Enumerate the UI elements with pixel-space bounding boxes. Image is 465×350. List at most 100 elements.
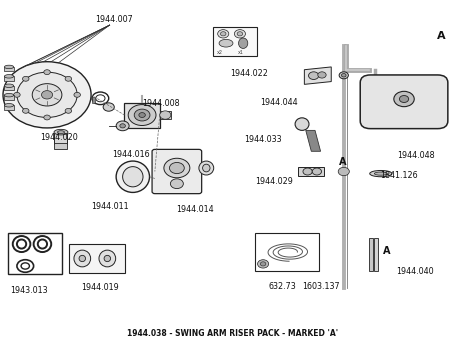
Circle shape [159,111,171,119]
Circle shape [318,72,326,78]
Ellipse shape [4,75,13,78]
Bar [255,233,319,271]
Circle shape [134,109,150,121]
Ellipse shape [295,118,309,131]
Text: 1944.007: 1944.007 [95,15,133,24]
Circle shape [399,96,409,103]
Text: 1944.029: 1944.029 [255,177,293,187]
Ellipse shape [4,84,13,88]
Circle shape [139,113,146,118]
Bar [4,86,13,90]
Circle shape [3,62,91,128]
Text: 1944.016: 1944.016 [112,149,149,159]
Ellipse shape [370,170,392,177]
Text: 1944.044: 1944.044 [260,98,298,107]
Bar [93,97,95,103]
Bar [374,238,378,271]
Ellipse shape [4,93,13,97]
Text: A: A [383,246,391,256]
Bar [7,232,62,274]
Bar [213,27,257,56]
Text: 1944.048: 1944.048 [397,151,434,160]
Ellipse shape [239,38,248,48]
Text: A: A [339,158,346,167]
Circle shape [341,74,346,77]
Bar [54,142,67,149]
Circle shape [41,91,53,99]
Circle shape [394,91,414,107]
Circle shape [220,32,226,36]
Text: 1944.038 - SWING ARM RISER PACK - MARKED 'A': 1944.038 - SWING ARM RISER PACK - MARKED… [127,329,338,338]
Circle shape [260,262,266,266]
Ellipse shape [4,104,13,107]
Text: 632.73: 632.73 [269,282,297,291]
Circle shape [169,162,184,174]
Circle shape [65,76,72,81]
Text: 1944.019: 1944.019 [81,283,119,292]
Bar [125,103,159,128]
Text: 1944.033: 1944.033 [244,135,281,144]
Circle shape [338,167,349,176]
Ellipse shape [79,256,86,262]
Bar [69,244,125,273]
Text: 1943.013: 1943.013 [10,286,47,295]
Ellipse shape [219,40,233,47]
Text: 1603.137: 1603.137 [302,282,339,291]
Circle shape [17,72,77,118]
Text: 1944.040: 1944.040 [396,267,433,276]
Circle shape [13,92,20,97]
Circle shape [237,32,243,36]
Text: 1944.008: 1944.008 [142,99,179,108]
Ellipse shape [74,250,91,267]
Text: x2: x2 [217,50,223,55]
Polygon shape [306,131,320,151]
Text: 1944.022: 1944.022 [230,69,268,78]
Circle shape [312,168,321,175]
Ellipse shape [104,256,111,262]
Bar [369,238,372,271]
Text: 1944.020: 1944.020 [40,133,78,142]
Circle shape [44,115,50,120]
Circle shape [128,105,156,126]
Bar [4,95,13,100]
Circle shape [258,260,269,268]
Circle shape [44,70,50,75]
Circle shape [303,168,312,175]
Bar [54,133,67,144]
Circle shape [32,84,62,106]
Text: 1944.011: 1944.011 [91,202,128,211]
Circle shape [309,72,319,79]
Ellipse shape [54,130,68,135]
Text: x1: x1 [238,50,244,55]
Circle shape [120,124,126,128]
Circle shape [164,158,190,178]
Bar [299,167,324,176]
Ellipse shape [203,164,210,172]
Bar [159,111,171,119]
FancyBboxPatch shape [152,149,202,194]
Text: A: A [437,30,445,41]
Ellipse shape [116,161,150,192]
Bar [4,105,13,110]
Bar [4,76,13,81]
Polygon shape [305,67,331,84]
Ellipse shape [374,172,387,175]
Text: 1841.126: 1841.126 [380,171,418,180]
Circle shape [116,121,129,131]
Text: 1944.014: 1944.014 [177,205,214,214]
Circle shape [339,72,348,79]
Ellipse shape [99,250,116,267]
Circle shape [234,30,246,38]
Ellipse shape [4,65,13,69]
Circle shape [170,179,183,189]
FancyBboxPatch shape [360,75,448,129]
Ellipse shape [58,131,65,133]
Circle shape [218,30,229,38]
Circle shape [22,108,29,113]
Circle shape [22,76,29,81]
Circle shape [103,103,114,111]
Bar [4,67,13,71]
Ellipse shape [123,167,143,187]
Circle shape [65,108,72,113]
Ellipse shape [199,161,214,175]
